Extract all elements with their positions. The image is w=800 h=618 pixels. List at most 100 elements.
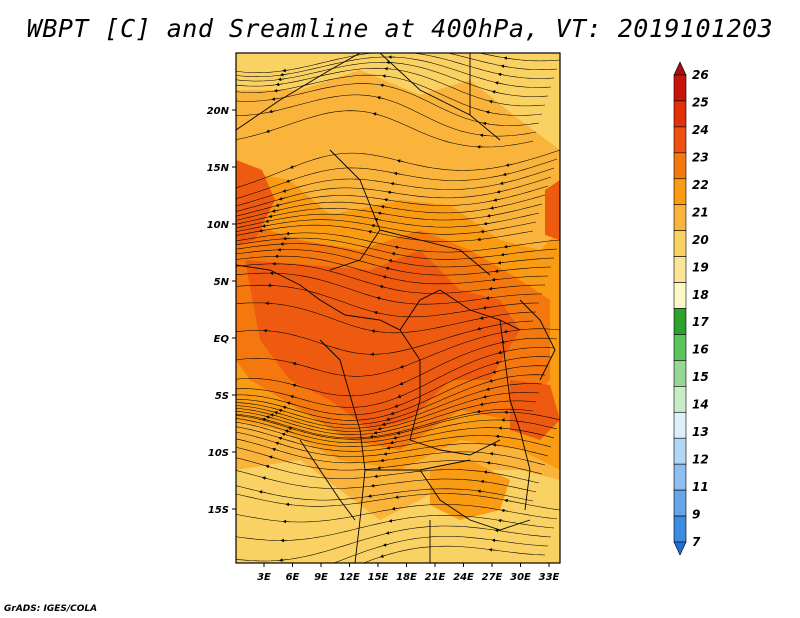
streamline-arrow: [388, 259, 395, 263]
streamline-arrow: [284, 429, 292, 433]
streamline-arrow: [496, 189, 504, 194]
streamline-arrow: [494, 81, 502, 85]
streamline-arrow: [292, 362, 299, 366]
streamline-arrow: [385, 266, 392, 271]
streamline-arrow: [485, 296, 493, 300]
streamline-arrow: [390, 182, 398, 186]
colorbar-label: 7: [692, 535, 701, 549]
colorbar-label: 11: [692, 480, 709, 494]
streamline-arrow: [373, 474, 381, 479]
streamline-arrow: [388, 519, 396, 523]
streamline-arrow: [268, 455, 276, 459]
streamline-arrow: [273, 88, 281, 93]
region-23-southeast: [510, 380, 560, 440]
streamline-arrow: [372, 112, 380, 116]
colorbar-label: 18: [692, 288, 709, 302]
streamline-arrow: [385, 531, 393, 535]
streamline-arrow: [503, 56, 511, 60]
streamline-arrow: [505, 163, 513, 167]
lat-label: 5S: [215, 391, 229, 402]
streamline-arrow: [479, 133, 487, 138]
streamline-arrow: [258, 490, 266, 494]
lon-label: 18E: [396, 572, 417, 583]
streamline-arrow: [476, 326, 484, 331]
streamline-arrow: [376, 296, 383, 301]
map-frame: [235, 52, 561, 564]
colorbar-label: 9: [692, 508, 700, 522]
streamline-arrow: [491, 370, 499, 374]
streamline-arrow: [392, 435, 400, 440]
streamline-arrow: [377, 426, 385, 431]
region-23-east: [545, 180, 560, 240]
streamline-arrow: [282, 68, 289, 73]
border-line: [399, 329, 421, 441]
streamline-arrow: [258, 228, 266, 233]
streamline-arrow: [269, 413, 277, 417]
colorbar-swatch: [673, 126, 687, 154]
streamline-arrow: [494, 360, 502, 365]
streamline-arrow: [500, 340, 508, 344]
streamline-arrow: [495, 434, 503, 439]
border-line: [409, 439, 501, 456]
streamline-arrow: [399, 381, 406, 386]
streamline-arrow: [261, 476, 269, 480]
lon-label: 21E: [425, 572, 446, 583]
streamline-arrow: [504, 498, 511, 503]
colorbar-label: 24: [692, 123, 709, 137]
streamline-arrow: [374, 217, 381, 222]
map-axes: 20N 15N 10N 5N EQ 5S 10S 15S 3E 6E 9E 12E 15E 18E 21E 2…: [207, 106, 560, 583]
lon-label: 9E: [314, 572, 328, 583]
streamline-arrow: [373, 430, 381, 435]
streamline-arrow: [380, 205, 388, 209]
colorbar-swatch: [673, 386, 687, 413]
streamline-arrow: [393, 171, 401, 176]
streamline-arrow: [494, 269, 502, 273]
streamline-arrow: [482, 121, 490, 126]
streamline-arrow: [371, 329, 378, 333]
streamline-arrow: [497, 260, 505, 265]
colorbar-swatch: [673, 515, 687, 543]
border-line: [379, 53, 501, 141]
streamline-arrow: [396, 159, 404, 163]
streamline-arrow: [367, 230, 375, 234]
streamline-arrow: [379, 285, 386, 289]
streamline-arrow: [271, 447, 279, 452]
streamline-arrow: [502, 172, 510, 177]
border-line: [419, 469, 531, 531]
streamline-arrow: [265, 464, 272, 469]
streamline-arrow: [492, 443, 500, 447]
streamline-arrow: [376, 96, 384, 100]
border-line: [439, 289, 521, 331]
colorbar-swatch: [673, 204, 687, 231]
streamline-arrow: [489, 206, 497, 210]
streamline-arrow: [275, 82, 283, 87]
streamline-arrow: [379, 83, 387, 88]
streamline-arrow: [261, 417, 269, 422]
streamline-arrow: [394, 245, 402, 250]
colorbar-swatch: [673, 74, 687, 102]
colorbar-swatch: [673, 178, 687, 206]
streamline-arrow: [480, 479, 488, 484]
streamline-arrow: [370, 223, 378, 228]
streamline-arrow: [381, 422, 389, 426]
streamline-arrow: [493, 198, 500, 202]
streamline-arrow: [476, 409, 484, 414]
colorbar-label: 20: [692, 233, 709, 247]
colorbar-label: 21: [692, 205, 709, 219]
streamline-arrow: [278, 408, 285, 413]
streamline-arrow: [394, 495, 402, 499]
border-line: [299, 439, 356, 521]
streamline-arrow: [382, 74, 389, 78]
streamline-arrow: [286, 401, 294, 406]
colorbar-label: 15: [692, 370, 709, 384]
lat-label: 15N: [207, 163, 230, 174]
lon-label: 24E: [453, 572, 474, 583]
streamline-arrow: [488, 99, 496, 104]
streamline-arrow: [500, 508, 508, 513]
streamline-arrow: [482, 395, 490, 399]
streamline-arrow: [261, 224, 269, 228]
border-line: [499, 319, 531, 511]
streamline-arrow: [289, 165, 297, 169]
streamline-arrow: [500, 252, 508, 257]
streamline: [363, 545, 546, 563]
